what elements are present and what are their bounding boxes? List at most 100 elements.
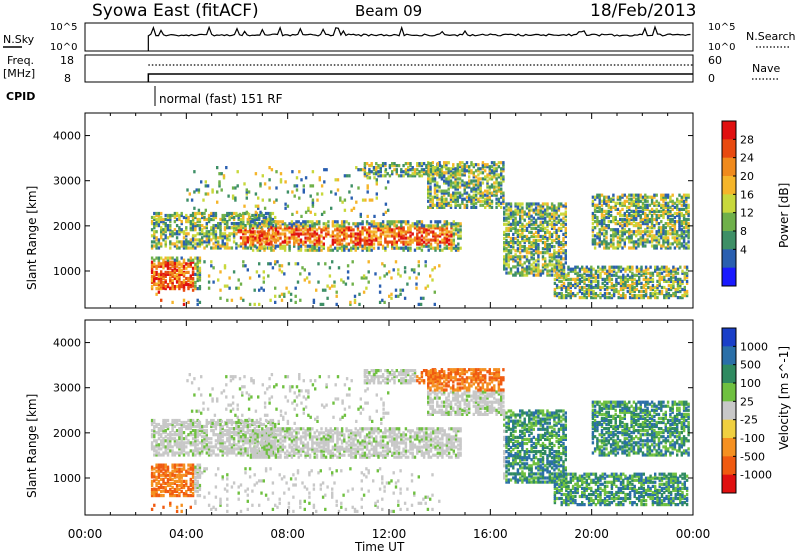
data-cell-3259 [654,294,657,298]
data-cell-3721 [637,232,640,236]
data-cell-317 [221,234,224,238]
data-cell-3151 [628,285,632,290]
data-cell-4032 [678,207,681,211]
data-cell-633 [270,234,273,238]
data-cell-68 [164,228,167,232]
data-cell-3637 [625,224,629,228]
data-cell-1186 [409,246,412,250]
data-cell-1415 [155,266,158,270]
data-cell-3570 [616,246,620,250]
data-cell-3883 [660,244,663,248]
data-cell-4457 [309,194,312,198]
data-cell-3659 [628,211,631,216]
data-cell-408 [242,232,245,236]
data-cell-1014 [365,220,369,224]
data-cell-4410 [257,196,260,200]
data-cell-935 [347,248,351,252]
data-cell-199 [196,244,199,248]
data-cell-2681 [550,259,554,263]
data-cell-1136 [395,220,398,224]
data-cell-4383 [231,196,235,200]
data-cell-183 [191,220,195,224]
power-colorbar-label: Power [dB] [777,183,791,248]
data-cell-11 [153,234,156,238]
data-cell-23 [155,453,158,457]
data-cell-2395 [521,269,524,273]
data-cell-2212 [503,267,506,271]
data-cell-2182 [422,168,426,172]
data-cell-877 [334,224,337,228]
data-cell-889 [336,224,339,228]
data-cell-2440 [525,255,529,259]
data-cell-3088 [612,265,616,269]
data-cell-1483 [171,274,174,278]
data-cell-1765 [452,199,455,203]
data-cell-3442 [596,195,599,199]
data-cell-1194 [409,226,412,230]
data-cell-1826 [458,161,462,165]
data-cell-2792 [562,249,565,253]
data-cell-1675 [436,181,439,185]
data-cell-2964 [585,277,588,281]
data-cell-1726 [445,191,448,195]
data-cell-290 [207,447,211,451]
data-cell-3608 [621,226,624,230]
data-cell-3484 [603,234,606,238]
data-cell-324 [217,447,220,451]
data-cell-116 [173,451,177,455]
data-cell-3072 [610,285,614,290]
data-cell-3448 [598,236,601,240]
data-cell-299 [217,224,220,228]
data-cell-491 [258,213,261,218]
data-cell-122 [173,431,177,435]
data-cell-288 [207,451,211,455]
data-cell-1748 [447,167,450,171]
data-cell-4279 [353,294,357,298]
data-cell-3449 [598,234,601,238]
data-cell-264 [203,447,206,451]
data-cell-4509 [366,184,369,188]
data-cell-767 [304,224,307,228]
data-cell-2263 [507,253,510,257]
data-cell-2517 [532,210,535,214]
data-cell-832 [318,220,321,224]
data-cell-3994 [673,224,677,228]
data-cell-3660 [628,207,631,211]
data-cell-4470 [320,212,324,216]
data-cell-3503 [605,232,608,236]
data-cell-1667 [436,203,439,207]
data-cell-3996 [673,220,677,224]
data-cell-1533 [180,262,183,266]
data-cell-3073 [610,283,614,288]
data-cell-3403 [591,230,595,234]
data-cell-3992 [673,228,677,232]
data-cell-4395 [245,196,248,200]
data-cell-211 [191,429,195,433]
data-cell-160 [180,431,183,435]
data-cell-2058 [500,177,503,181]
data-cell-2905 [571,292,575,296]
data-cell-3520 [607,213,610,218]
data-cell-1039 [372,238,376,242]
data-cell-1044 [372,224,376,228]
data-cell-4416 [263,206,267,210]
data-cell-204 [196,220,199,224]
data-cell-4314 [399,292,402,296]
data-cell-79 [166,215,170,220]
data-cell-3853 [655,240,658,244]
data-cell-2485 [530,251,533,255]
data-cell-4219 [280,292,284,296]
data-cell-3566 [614,207,617,211]
data-cell-4313 [397,268,400,272]
data-cell-3263 [654,269,657,273]
data-cell-1507 [175,268,179,272]
data-cell-3413 [591,199,595,203]
data-cell-316 [214,443,218,447]
data-cell-3946 [666,217,670,222]
data-cell-4284 [362,276,366,280]
data-cell-2025 [495,197,498,201]
data-cell-4076 [685,226,688,230]
data-cell-2819 [564,218,567,222]
data-cell-2372 [519,261,522,265]
data-cell-597 [258,222,262,226]
